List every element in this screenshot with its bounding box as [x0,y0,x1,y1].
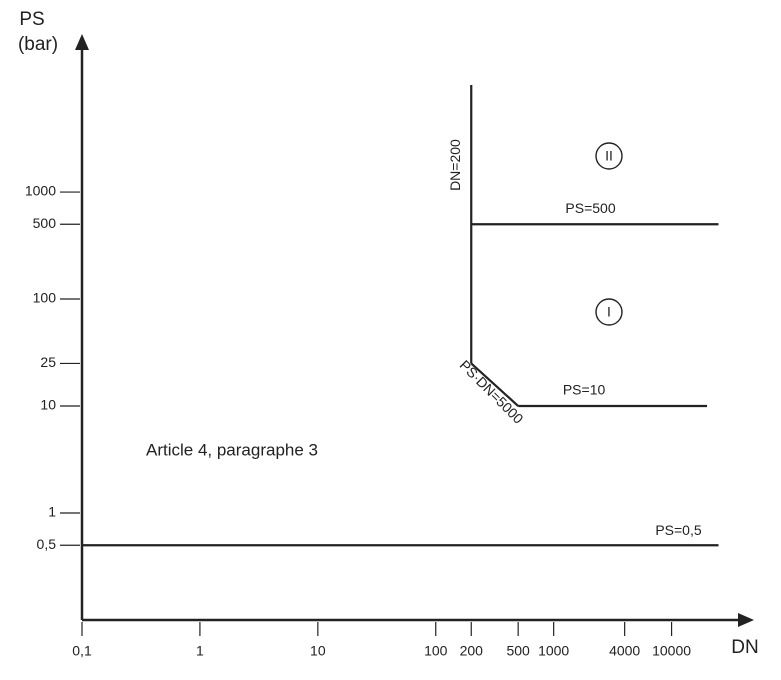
x-tick-label: 1 [196,643,204,659]
y-tick-label: 0,5 [37,536,57,552]
line-label: PS=0,5 [655,522,702,538]
x-axis-title: DN [731,637,758,658]
x-tick-label: 4000 [609,643,640,659]
x-tick-label: 1000 [538,643,569,659]
region-label: II [605,148,613,164]
y-axis-unit: (bar) [18,34,58,55]
line-label: PS·DN=5000 [457,357,527,427]
region-label: I [607,304,611,320]
y-tick-label: 1 [48,504,56,520]
y-tick-label: 10 [40,397,56,413]
y-tick-label: 500 [33,215,57,231]
y-tick-label: 1000 [25,183,56,199]
x-tick-label: 10 [310,643,326,659]
region-circle [595,298,623,326]
boundary-line [470,362,519,407]
line-label: PS=10 [563,382,606,398]
x-axis-arrow [738,613,754,627]
x-tick-label: 500 [506,643,530,659]
x-tick-label: 200 [460,643,484,659]
line-label: DN=200 [447,139,463,191]
region-circle [595,142,623,170]
y-tick-label: 25 [40,354,56,370]
x-tick-label: 100 [424,643,448,659]
annotation: Article 4, paragraphe 3 [146,440,318,459]
y-axis-arrow [75,34,89,50]
line-label: PS=500 [565,200,615,216]
x-tick-label: 0,1 [72,643,92,659]
y-tick-label: 100 [33,290,57,306]
y-axis-title: PS [19,9,44,30]
x-tick-label: 10000 [652,643,691,659]
